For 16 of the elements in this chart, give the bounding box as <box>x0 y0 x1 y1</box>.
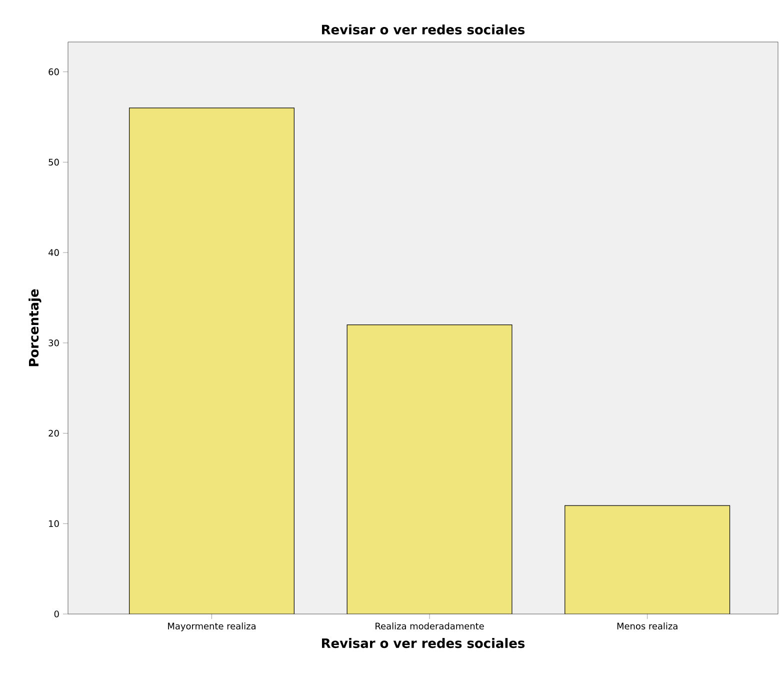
bar <box>347 324 512 614</box>
bar <box>129 108 294 614</box>
x-axis-title: Revisar o ver redes sociales <box>322 638 525 648</box>
bar <box>564 505 730 614</box>
y-tick-label: 20 <box>48 430 59 437</box>
y-axis-title: Porcentaje <box>28 289 42 366</box>
x-tick-label: Realiza moderadamente <box>376 622 484 630</box>
y-tick-label: 10 <box>49 520 59 528</box>
x-tick-label: Mayormente realiza <box>168 622 256 632</box>
y-tick-label: 60 <box>48 68 59 76</box>
x-tick-label: Menos realiza <box>617 622 678 630</box>
y-tick-label: 40 <box>48 249 59 256</box>
chart-title: Revisar o ver redes sociales <box>322 24 525 34</box>
y-tick-label: 0 <box>54 610 59 618</box>
y-tick-label: 50 <box>48 158 59 166</box>
y-tick-label: 30 <box>48 340 59 346</box>
